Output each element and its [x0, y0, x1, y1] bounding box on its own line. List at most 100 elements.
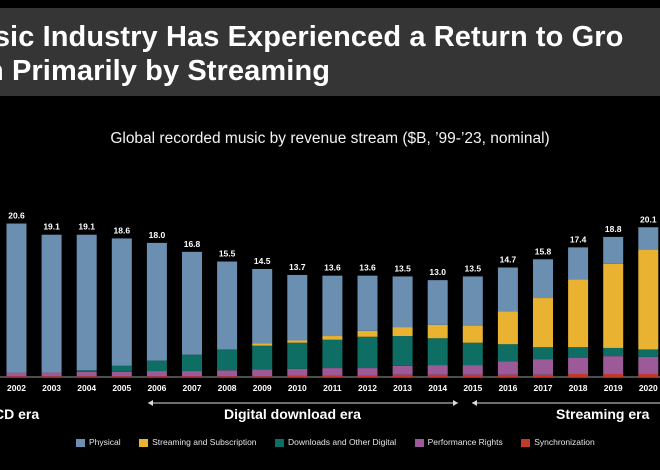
- bar-2009-physical: [252, 268, 273, 344]
- total-label-2011: 13.6: [324, 263, 341, 273]
- bar-2012-streaming-and-subscription: [357, 330, 378, 337]
- year-label-2014: 2014: [428, 383, 447, 393]
- bar-2009-synchronization: [252, 376, 273, 377]
- bar-2013-downloads-and-other-digital: [392, 336, 413, 366]
- bar-2013-synchronization: [392, 374, 413, 377]
- bar-2016-synchronization: [497, 374, 518, 377]
- bar-2004-synchronization: [76, 376, 97, 377]
- bar-2014-downloads-and-other-digital: [427, 338, 448, 366]
- year-label-2007: 2007: [183, 383, 202, 393]
- legend-swatch-synchronization: [521, 438, 531, 447]
- total-label-2004: 19.1: [78, 222, 95, 232]
- bar-2007-downloads-and-other-digital: [182, 354, 202, 372]
- legend-item-streaming: Streaming and Subscription: [139, 436, 257, 447]
- year-label-2015: 2015: [463, 383, 482, 393]
- legend-swatch-streaming: [139, 438, 149, 447]
- bar-2009-streaming-and-subscription: [252, 343, 273, 346]
- bar-2010-synchronization: [287, 375, 308, 377]
- bar-2018-synchronization: [568, 374, 589, 377]
- legend-swatch-physical: [76, 438, 85, 447]
- bar-2006-performance-rights: [146, 371, 167, 377]
- bar-2011-synchronization: [322, 375, 343, 377]
- bar-2010-physical: [287, 274, 308, 341]
- bar-2019-downloads-and-other-digital: [603, 347, 624, 357]
- bar-2012-performance-rights: [357, 368, 378, 376]
- bar-2015-physical: [462, 276, 483, 326]
- bar-2008-downloads-and-other-digital: [217, 349, 238, 371]
- bar-2007-performance-rights: [182, 371, 202, 377]
- bar-2010-downloads-and-other-digital: [287, 342, 308, 369]
- year-label-2018: 2018: [569, 383, 588, 393]
- bar-2017-downloads-and-other-digital: [533, 347, 553, 360]
- bar-2019-performance-rights: [603, 356, 624, 375]
- bar-2005-synchronization: [111, 376, 132, 377]
- total-label-2020: 20.1: [640, 214, 657, 224]
- bar-2008-synchronization: [217, 376, 238, 377]
- year-label-2010: 2010: [288, 383, 307, 393]
- bar-2010-performance-rights: [287, 368, 308, 376]
- year-label-2012: 2012: [358, 383, 377, 393]
- total-label-2019: 18.8: [605, 224, 622, 234]
- era-arrow-digital-left-head: [148, 400, 153, 406]
- chart-legend: Physical Streaming and Subscription Down…: [76, 433, 609, 451]
- bar-2015-synchronization: [462, 374, 483, 377]
- bar-2016-streaming-and-subscription: [497, 311, 518, 345]
- bar-2015-streaming-and-subscription: [462, 325, 483, 343]
- bar-2017-physical: [533, 259, 553, 299]
- total-label-2003: 19.1: [43, 222, 60, 232]
- bar-2015-downloads-and-other-digital: [462, 342, 483, 366]
- year-label-2002: 2002: [7, 383, 26, 393]
- era-arrow-digital-right-head: [453, 400, 458, 406]
- bar-2017-performance-rights: [533, 359, 553, 375]
- bar-2014-physical: [427, 280, 448, 325]
- bar-2018-physical: [568, 247, 589, 280]
- bar-2017-synchronization: [533, 374, 553, 377]
- era-label-streaming: Streaming era: [556, 406, 650, 422]
- title-bar: usic Industry Has Experienced a Return t…: [0, 8, 660, 96]
- total-label-2014: 13.0: [429, 267, 446, 277]
- bar-2019-streaming-and-subscription: [603, 263, 624, 348]
- bar-2020-streaming-and-subscription: [638, 249, 659, 350]
- total-label-2009: 14.5: [254, 256, 271, 266]
- bar-2016-performance-rights: [497, 361, 518, 375]
- page-title-line-1: usic Industry Has Experienced a Return t…: [0, 21, 624, 53]
- bar-2002-performance-rights: [6, 372, 27, 377]
- bar-2003-physical: [41, 234, 62, 373]
- legend-label-streaming: Streaming and Subscription: [152, 436, 257, 447]
- bar-2008-physical: [217, 261, 238, 350]
- legend-label-synchronization: Synchronization: [534, 436, 595, 447]
- bar-2014-performance-rights: [427, 365, 448, 375]
- bar-2006-physical: [146, 242, 167, 361]
- chart-title: Global recorded music by revenue stream …: [110, 130, 550, 147]
- total-label-2012: 13.6: [359, 263, 376, 273]
- year-label-2004: 2004: [77, 383, 96, 393]
- year-label-2013: 2013: [393, 383, 412, 393]
- bar-2012-physical: [357, 275, 378, 331]
- legend-item-synchronization: Synchronization: [521, 436, 595, 447]
- page-title-line-2: n Primarily by Streaming: [0, 55, 331, 87]
- year-label-2017: 2017: [534, 383, 553, 393]
- bar-2004-performance-rights: [76, 371, 97, 377]
- bar-2014-streaming-and-subscription: [427, 324, 448, 339]
- bar-2013-physical: [392, 276, 413, 328]
- bar-2012-downloads-and-other-digital: [357, 336, 378, 369]
- bar-2002-synchronization: [6, 376, 27, 377]
- bar-2014-synchronization: [427, 374, 448, 377]
- bar-2018-streaming-and-subscription: [568, 279, 589, 348]
- bar-2009-downloads-and-other-digital: [252, 345, 273, 370]
- year-label-2006: 2006: [147, 383, 166, 393]
- era-arrow-streaming-left-head: [472, 400, 477, 406]
- bar-2010-streaming-and-subscription: [287, 340, 308, 343]
- year-label-2008: 2008: [218, 383, 237, 393]
- bar-2003-performance-rights: [41, 372, 62, 377]
- total-label-2013: 13.5: [394, 263, 411, 273]
- bar-2019-physical: [603, 236, 624, 264]
- year-label-2016: 2016: [498, 383, 517, 393]
- total-label-2010: 13.7: [289, 262, 306, 272]
- bar-2018-downloads-and-other-digital: [568, 347, 589, 358]
- total-label-2002: 20.6: [8, 211, 25, 221]
- legend-label-downloads: Downloads and Other Digital: [287, 436, 397, 447]
- bar-2004-downloads-and-other-digital: [76, 370, 97, 372]
- bar-2020-physical: [638, 227, 659, 250]
